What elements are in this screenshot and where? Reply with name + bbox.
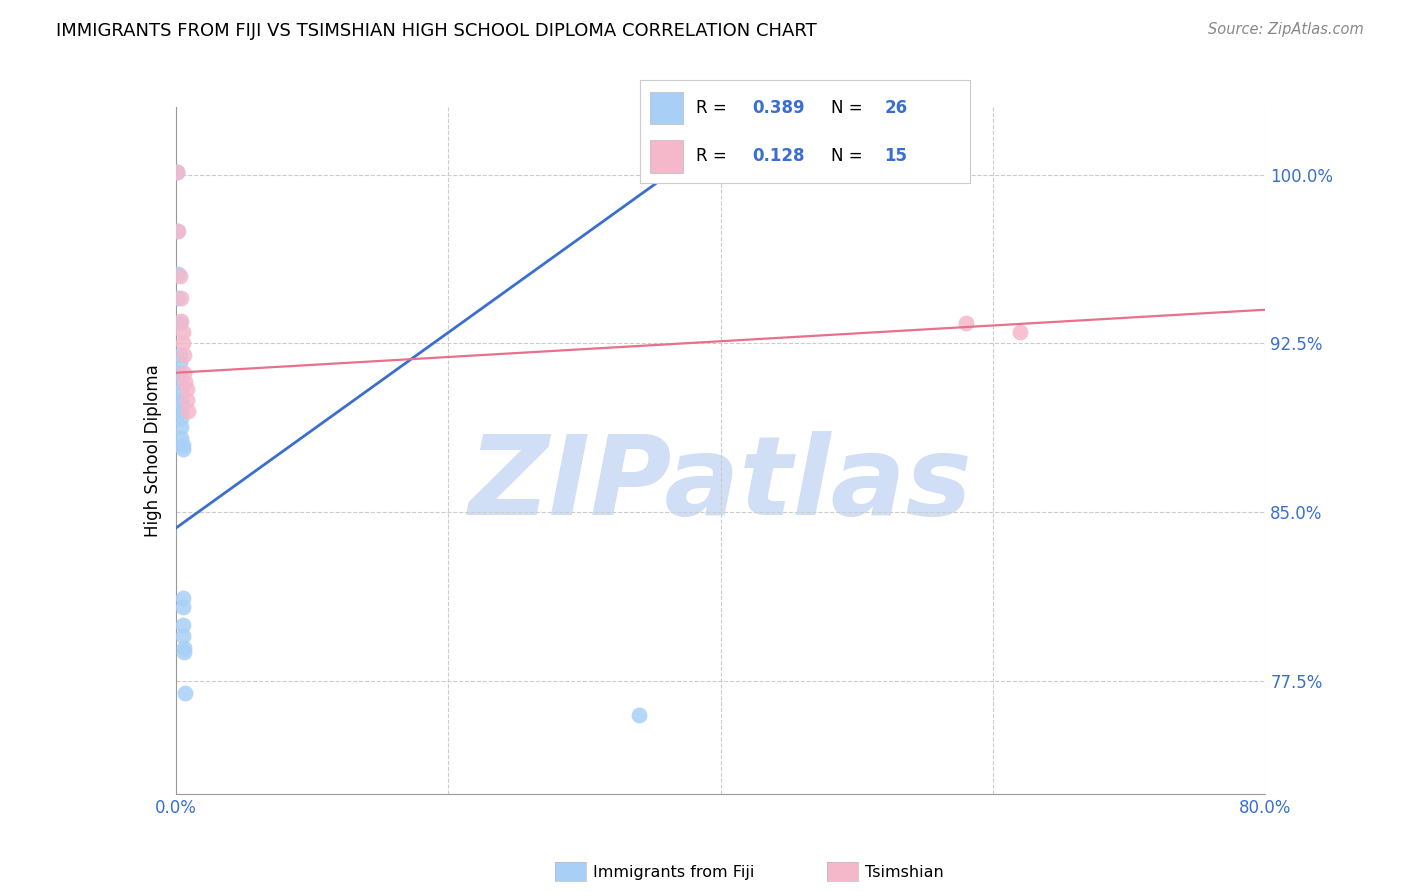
Text: R =: R = [696,99,733,117]
Text: N =: N = [831,99,869,117]
Point [170,397,193,411]
Point [172,336,194,351]
Point [170,384,193,398]
Point [166,165,188,179]
Text: 0.128: 0.128 [752,147,804,165]
Point [172,591,194,605]
Point [172,442,194,457]
Point [167,224,190,238]
Point [177,404,200,418]
Text: 26: 26 [884,99,907,117]
Text: ZIPatlas: ZIPatlas [468,432,973,538]
Point [172,629,194,643]
Text: 15: 15 [884,147,907,165]
Point [169,366,191,380]
Point [170,410,193,425]
Point [169,348,191,362]
Text: N =: N = [831,147,869,165]
Text: IMMIGRANTS FROM FIJI VS TSIMSHIAN HIGH SCHOOL DIPLOMA CORRELATION CHART: IMMIGRANTS FROM FIJI VS TSIMSHIAN HIGH S… [56,22,817,40]
Point [173,640,195,655]
Point [172,618,194,632]
Point [172,599,194,614]
Point [176,392,198,407]
Point [169,268,191,283]
Point [1010,325,1032,339]
Point [172,325,194,339]
FancyBboxPatch shape [650,140,683,173]
Y-axis label: High School Diploma: High School Diploma [143,364,162,537]
Point [173,366,195,380]
Point [166,224,188,238]
Point [169,354,191,368]
Text: 0.389: 0.389 [752,99,804,117]
Point [955,316,977,330]
Point [170,292,193,306]
Point [170,404,193,418]
Point [173,645,195,659]
Point [176,382,198,396]
Text: R =: R = [696,147,733,165]
Point [169,316,191,330]
Point [627,708,650,723]
Point [170,392,193,407]
Text: Source: ZipAtlas.com: Source: ZipAtlas.com [1208,22,1364,37]
Point [170,419,193,434]
Point [167,267,190,281]
Point [170,314,193,328]
Point [169,375,191,389]
Point [174,685,197,699]
FancyBboxPatch shape [650,92,683,124]
Point [174,375,197,389]
Point [170,431,193,445]
Point [166,165,188,179]
Text: Tsimshian: Tsimshian [865,865,943,880]
Point [167,292,190,306]
Text: Immigrants from Fiji: Immigrants from Fiji [593,865,755,880]
Point [172,438,194,452]
Point [173,348,195,362]
